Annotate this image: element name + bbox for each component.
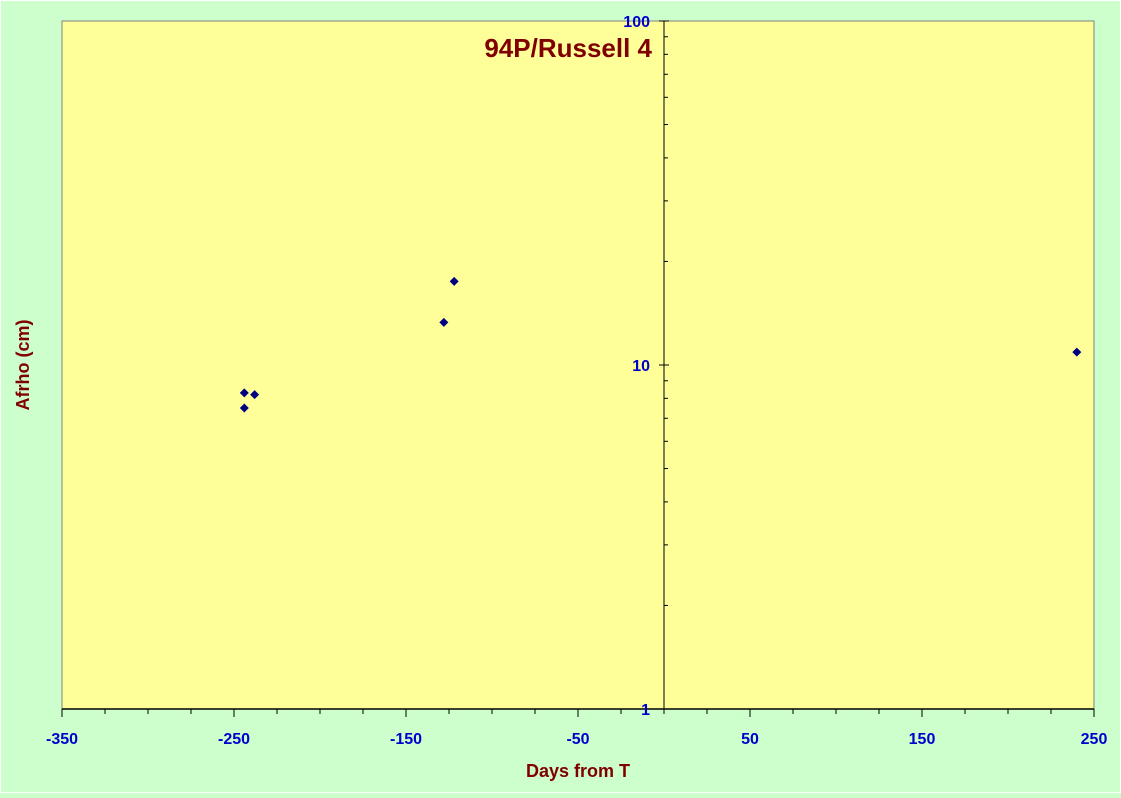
y-tick-label: 10: [632, 358, 650, 375]
data-points: [239, 276, 1082, 413]
data-point: [239, 403, 249, 413]
x-tick-label: -50: [566, 731, 589, 748]
x-tick-label: -350: [46, 731, 78, 748]
x-tick-label: 250: [1081, 731, 1108, 748]
x-axis-ticks: -350 -250 -150 -50 50 150 250: [46, 709, 1107, 748]
plot-area: [61, 20, 1095, 710]
data-point: [449, 276, 459, 286]
x-tick-label: -150: [390, 731, 422, 748]
data-point: [439, 317, 449, 327]
y-axis-label: Afrho (cm): [13, 320, 33, 411]
y-axis-ticks: 1 10 100: [623, 14, 669, 719]
x-tick-label: 150: [909, 731, 936, 748]
x-tick-label: 50: [741, 731, 759, 748]
data-point: [250, 390, 260, 400]
data-point: [239, 388, 249, 398]
y-tick-label: 100: [623, 14, 650, 31]
data-point: [1072, 347, 1082, 357]
x-axis-label: Days from T: [526, 761, 630, 781]
y-tick-label: 1: [641, 702, 650, 719]
x-tick-label: -250: [218, 731, 250, 748]
chart-title: 94P/Russell 4: [484, 33, 652, 63]
